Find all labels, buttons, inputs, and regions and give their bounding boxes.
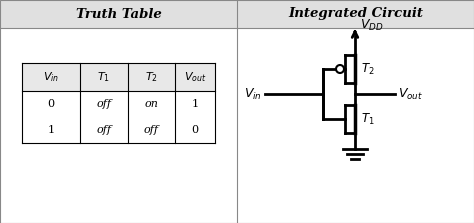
Text: $T_2$: $T_2$ [361,62,374,76]
Text: 0: 0 [47,99,55,109]
Text: $V_{out}$: $V_{out}$ [184,70,206,84]
Bar [0,0,474,28]
Bar [22,63,215,91]
Text: $T_2$: $T_2$ [145,70,158,84]
Text: $T_1$: $T_1$ [98,70,110,84]
Text: 0: 0 [191,125,199,135]
Text: on: on [145,99,158,109]
Text: off: off [97,125,111,135]
Text: off: off [97,99,111,109]
Text: $V_{in}$: $V_{in}$ [43,70,59,84]
Text: Truth Table: Truth Table [76,8,161,21]
Text: 1: 1 [191,99,199,109]
Circle shape [336,65,344,73]
Text: 1: 1 [47,125,55,135]
Text: $V_{in}$: $V_{in}$ [244,87,262,101]
Text: $T_1$: $T_1$ [361,112,374,126]
Text: off: off [144,125,159,135]
Text: Integrated Circuit: Integrated Circuit [288,8,423,21]
Text: $V_{DD}$: $V_{DD}$ [360,17,383,33]
Text: $V_{out}$: $V_{out}$ [398,87,423,101]
